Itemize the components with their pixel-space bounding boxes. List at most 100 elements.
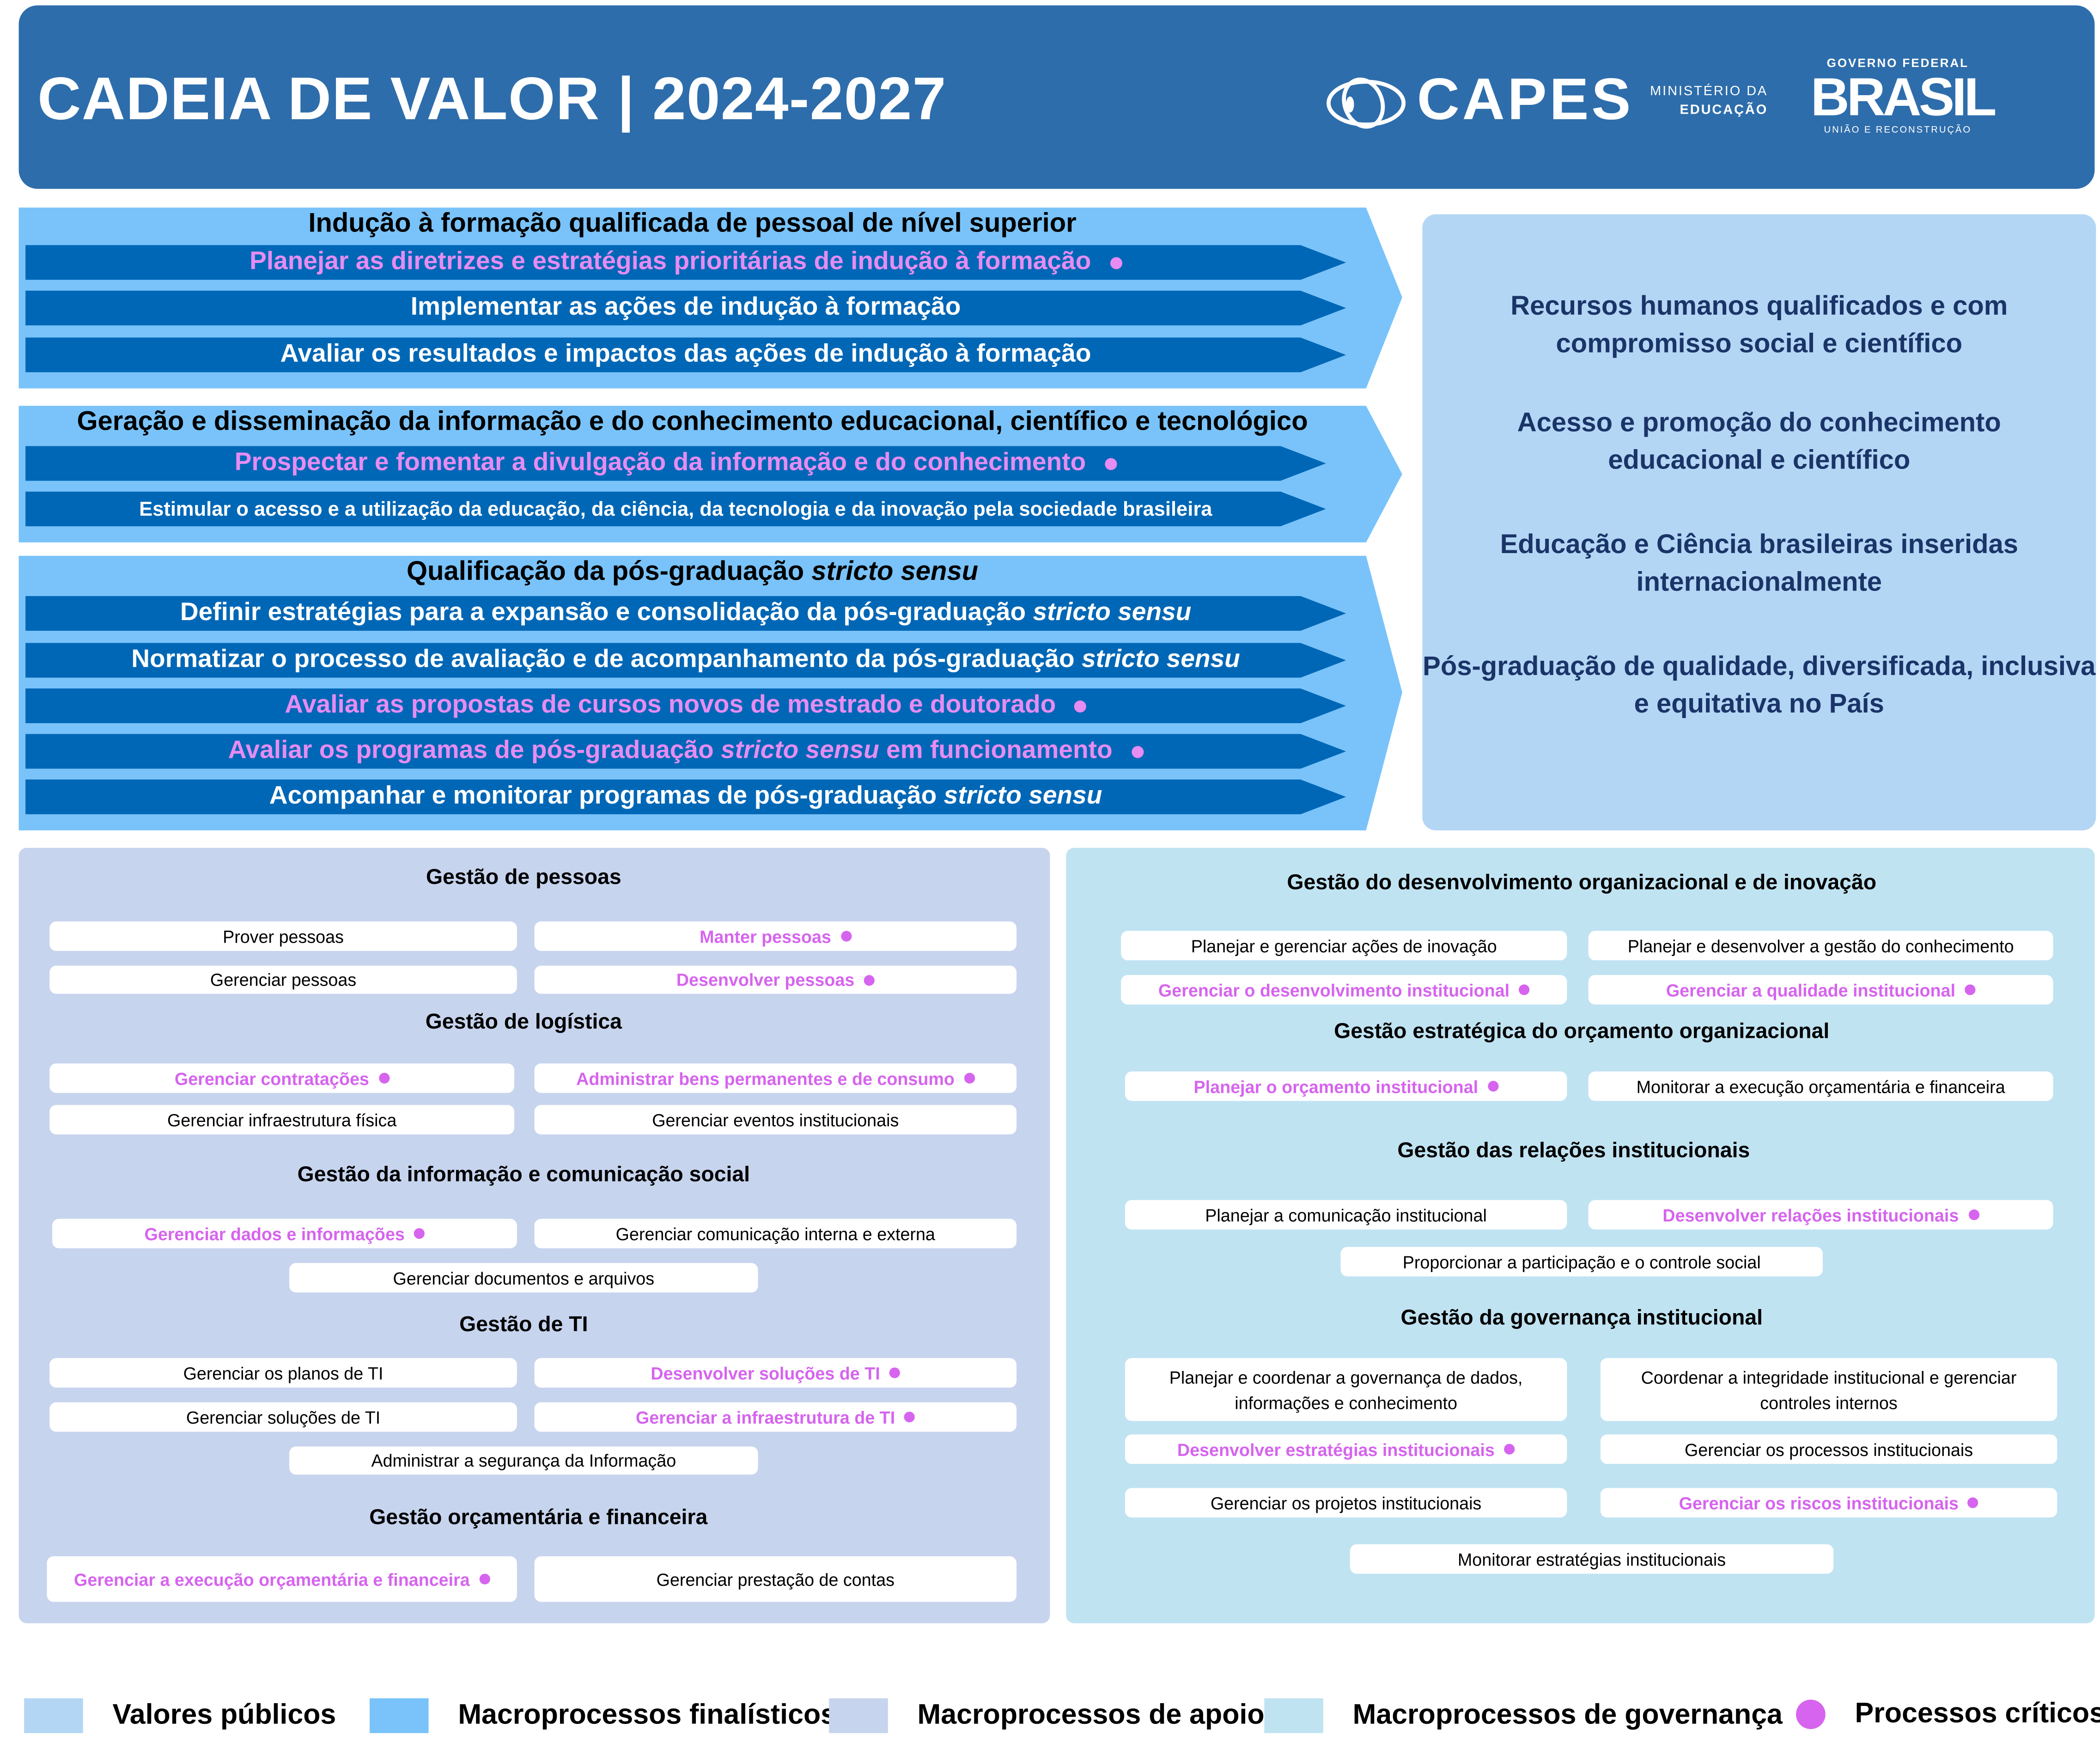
process-label: Monitorar a execução orçamentária e fina… bbox=[1636, 1076, 2005, 1096]
critical-dot-icon bbox=[479, 1573, 490, 1585]
critical-dot-icon bbox=[1968, 1209, 1979, 1220]
finalistic-process-arrow[interactable]: Estimular o acesso e a utilização da edu… bbox=[25, 492, 1326, 526]
finalistic-process-label: Estimular o acesso e a utilização da edu… bbox=[139, 498, 1212, 520]
gov-bottom-text: UNIÃO E RECONSTRUÇÃO bbox=[1824, 126, 1972, 135]
text: Planejar as diretrizes e estratégias pri… bbox=[250, 248, 1091, 276]
critical-dot-icon bbox=[1131, 745, 1143, 757]
support-process-item[interactable]: Manter pessoas bbox=[534, 921, 1017, 951]
italic-text: stricto sensu bbox=[943, 782, 1102, 810]
support-process-item[interactable]: Gerenciar dados e informações bbox=[52, 1218, 517, 1248]
governance-process-item[interactable]: Gerenciar o desenvolvimento instituciona… bbox=[1121, 975, 1567, 1005]
critical-dot-icon bbox=[414, 1228, 425, 1239]
legend-swatch bbox=[370, 1698, 429, 1733]
finalistic-process-arrow[interactable]: Prospectar e fomentar a divulgação da in… bbox=[25, 446, 1326, 481]
governance-process-item[interactable]: Gerenciar os riscos institucionais bbox=[1600, 1488, 2057, 1518]
finalistic-process-arrow[interactable]: Normatizar o processo de avaliação e de … bbox=[25, 643, 1346, 677]
governance-process-item[interactable]: Planejar e gerenciar ações de inovação bbox=[1121, 931, 1567, 961]
process-label: Administrar a segurança da Informação bbox=[371, 1450, 676, 1471]
capes-emblem-icon bbox=[1327, 77, 1406, 129]
governance-process-item[interactable]: Planejar e coordenar a governança de dad… bbox=[1125, 1358, 1567, 1421]
process-label: Manter pessoas bbox=[700, 926, 831, 946]
process-label: Gerenciar contratações bbox=[174, 1068, 369, 1089]
governance-process-item[interactable]: Monitorar estratégias institucionais bbox=[1350, 1544, 1834, 1574]
public-value: Pós-graduação de qualidade, diversificad… bbox=[1423, 652, 2096, 719]
finalistic-process-arrow[interactable]: Avaliar os resultados e impactos das açõ… bbox=[25, 337, 1346, 372]
governance-process-item[interactable]: Planejar a comunicação institucional bbox=[1125, 1200, 1567, 1230]
governance-process-item[interactable]: Proporcionar a participação e o controle… bbox=[1340, 1247, 1823, 1277]
governance-process-item[interactable]: Planejar e desenvolver a gestão do conhe… bbox=[1588, 931, 2053, 961]
legend-support: Macroprocessos de apoio bbox=[829, 1698, 1265, 1733]
process-label: Proporcionar a participação e o controle… bbox=[1402, 1251, 1761, 1272]
process-label: Administrar bens permanentes e de consum… bbox=[576, 1068, 955, 1089]
text: Estimular o acesso e a utilização da edu… bbox=[139, 497, 1212, 521]
support-process-item[interactable]: Gerenciar os planos de TI bbox=[49, 1358, 517, 1388]
legend-swatch bbox=[1264, 1698, 1323, 1733]
critical-dot-icon bbox=[904, 1412, 915, 1423]
governance-process-item[interactable]: Desenvolver relações institucionais bbox=[1588, 1200, 2053, 1230]
governance-process-item[interactable]: Planejar o orçamento institucional bbox=[1125, 1071, 1567, 1101]
public-value: Acesso e promoção do conhecimento educac… bbox=[1517, 408, 2001, 476]
support-process-item[interactable]: Administrar bens permanentes e de consum… bbox=[534, 1063, 1017, 1093]
finalistic-process-label: Prospectar e fomentar a divulgação da in… bbox=[235, 449, 1086, 478]
legend-swatch bbox=[829, 1698, 888, 1733]
critical-dot-icon bbox=[1504, 1443, 1515, 1455]
finalistic-process-arrow[interactable]: Definir estratégias para a expansão e co… bbox=[25, 596, 1346, 631]
process-label: Gerenciar a qualidade institucional bbox=[1666, 980, 1955, 1000]
legend-label: Macroprocessos de governança bbox=[1352, 1699, 1783, 1730]
governance-process-item[interactable]: Gerenciar a qualidade institucional bbox=[1588, 975, 2053, 1005]
finalistic-process-label: Implementar as ações de indução à formaç… bbox=[411, 293, 961, 323]
process-label: Planejar o orçamento institucional bbox=[1193, 1076, 1479, 1096]
finalistic-process-arrow[interactable]: Planejar as diretrizes e estratégias pri… bbox=[25, 245, 1346, 280]
finalistic-process-label: Acompanhar e monitorar programas de pós-… bbox=[269, 782, 1102, 812]
finalistic-process-label: Avaliar as propostas de cursos novos de … bbox=[285, 691, 1056, 721]
support-process-item[interactable]: Gerenciar a execução orçamentária e fina… bbox=[47, 1556, 517, 1602]
finalistic-process-arrow[interactable]: Implementar as ações de indução à formaç… bbox=[25, 291, 1346, 325]
finalistic-process-label: Definir estratégias para a expansão e co… bbox=[180, 599, 1191, 628]
support-process-item[interactable]: Gerenciar eventos institucionais bbox=[534, 1105, 1017, 1135]
support-title: Gestão da informação e comunicação socia… bbox=[297, 1163, 750, 1187]
support-process-item[interactable]: Gerenciar contratações bbox=[49, 1063, 515, 1093]
ministerio-logo: MINISTÉRIO DA EDUCAÇÃO bbox=[1650, 83, 1768, 121]
process-label: Gerenciar a infraestrutura de TI bbox=[635, 1407, 895, 1427]
process-label: Desenvolver soluções de TI bbox=[651, 1363, 880, 1383]
header-banner bbox=[18, 5, 2095, 189]
finalistic-process-arrow[interactable]: Avaliar as propostas de cursos novos de … bbox=[25, 688, 1346, 723]
support-process-item[interactable]: Gerenciar prestação de contas bbox=[534, 1556, 1017, 1602]
public-value: Educação e Ciência brasileiras inseridas… bbox=[1500, 530, 2019, 597]
support-process-item[interactable]: Gerenciar comunicação interna e externa bbox=[534, 1218, 1017, 1248]
text: Qualificação da pós-graduação bbox=[406, 557, 812, 587]
support-process-item[interactable]: Administrar a segurança da Informação bbox=[289, 1446, 758, 1475]
finalistic-process-label: Normatizar o processo de avaliação e de … bbox=[131, 646, 1240, 675]
governance-process-item[interactable]: Desenvolver estratégias institucionais bbox=[1125, 1434, 1567, 1464]
finalistic-group-title: Geração e disseminação da informação e d… bbox=[19, 407, 1366, 438]
finalistic-process-arrow[interactable]: Avaliar os programas de pós-graduação st… bbox=[25, 734, 1346, 768]
gov-top-text: GOVERNO FEDERAL bbox=[1826, 56, 1969, 70]
process-label: Gerenciar soluções de TI bbox=[186, 1407, 381, 1427]
support-process-item[interactable]: Gerenciar soluções de TI bbox=[49, 1402, 517, 1432]
support-process-item[interactable]: Prover pessoas bbox=[49, 921, 517, 951]
governance-process-item[interactable]: Gerenciar os processos institucionais bbox=[1600, 1434, 2057, 1464]
support-process-item[interactable]: Gerenciar documentos e arquivos bbox=[289, 1263, 758, 1293]
text: Implementar as ações de indução à formaç… bbox=[410, 293, 961, 322]
finalistic-process-arrow[interactable]: Acompanhar e monitorar programas de pós-… bbox=[25, 780, 1346, 814]
legend-public-values: Valores públicos bbox=[24, 1698, 336, 1733]
governance-process-item[interactable]: Coordenar a integridade institucional e … bbox=[1600, 1358, 2057, 1421]
page-title: CADEIA DE VALOR | 2024-2027 bbox=[37, 64, 947, 133]
governance-process-item[interactable]: Gerenciar os projetos institucionais bbox=[1125, 1488, 1567, 1518]
gov-main-text: BRASIL bbox=[1810, 68, 1997, 128]
governance-title: Gestão da governança institucional bbox=[1400, 1307, 1763, 1330]
support-process-item[interactable]: Gerenciar a infraestrutura de TI bbox=[534, 1402, 1017, 1432]
process-label: Monitorar estratégias institucionais bbox=[1457, 1549, 1726, 1569]
process-label: Coordenar a integridade institucional e … bbox=[1641, 1367, 2017, 1413]
critical-dot-icon bbox=[378, 1072, 390, 1084]
governance-process-item[interactable]: Monitorar a execução orçamentária e fina… bbox=[1588, 1071, 2053, 1101]
support-process-item[interactable]: Desenvolver pessoas bbox=[534, 965, 1017, 994]
support-process-item[interactable]: Gerenciar pessoas bbox=[49, 965, 517, 994]
italic-text: stricto sensu bbox=[1082, 646, 1240, 674]
critical-dot-icon bbox=[889, 1367, 901, 1378]
support-process-item[interactable]: Gerenciar infraestrutura física bbox=[49, 1105, 515, 1135]
text: em funcionamento bbox=[879, 737, 1113, 765]
capes-logo: CAPES bbox=[1323, 67, 1633, 134]
support-process-item[interactable]: Desenvolver soluções de TI bbox=[534, 1358, 1017, 1388]
